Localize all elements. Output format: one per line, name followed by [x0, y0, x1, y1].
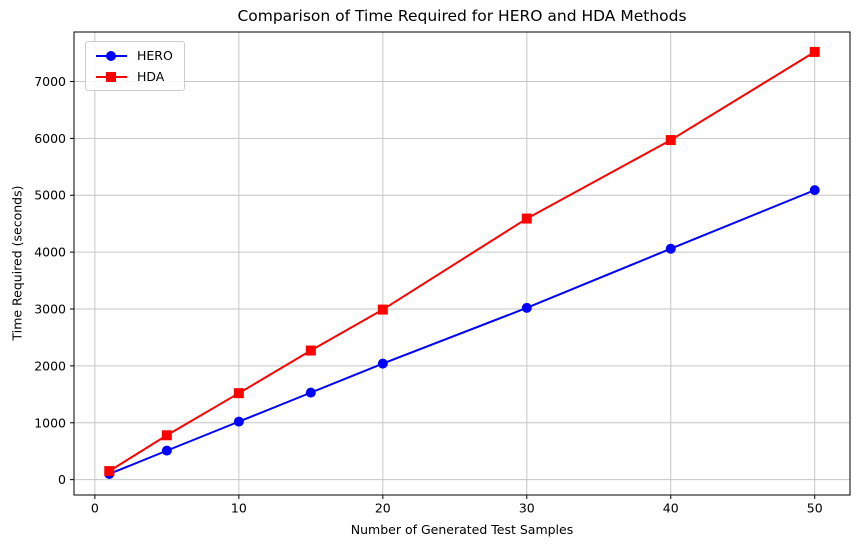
hero-marker [377, 358, 388, 369]
x-tick-label: 20 [375, 501, 391, 516]
chart-title: Comparison of Time Required for HERO and… [237, 7, 687, 25]
legend-item-hda: HDA [95, 68, 173, 85]
x-tick-label: 30 [519, 501, 535, 516]
legend-item-hero: HERO [95, 47, 173, 64]
hero-marker [161, 445, 172, 456]
hero-marker [809, 185, 820, 196]
y-tick-label: 3000 [34, 302, 66, 317]
legend-label-hero: HERO [137, 48, 173, 63]
hda-marker [665, 135, 676, 146]
y-tick-label: 7000 [34, 74, 66, 89]
x-tick-label: 50 [807, 501, 823, 516]
hero-marker [521, 302, 532, 313]
hda-marker [377, 304, 388, 315]
y-tick-label: 1000 [34, 415, 66, 430]
legend: HERO HDA [85, 41, 185, 91]
axes-spines [73, 31, 851, 496]
hero-marker [233, 416, 244, 427]
hda-marker [233, 388, 244, 399]
hero-marker [665, 243, 676, 254]
hero-series-line [108, 189, 816, 475]
x-tick-label: 40 [663, 501, 679, 516]
y-tick-label: 6000 [34, 131, 66, 146]
hda-marker [104, 466, 115, 477]
y-tick-label: 5000 [34, 188, 66, 203]
hero-marker [305, 387, 316, 398]
hero-line-circle-icon [96, 50, 127, 61]
hda-marker [521, 213, 532, 224]
y-tick-label: 4000 [34, 245, 66, 260]
y-tick-label: 2000 [34, 358, 66, 373]
hda-marker [809, 46, 820, 57]
hda-marker [305, 345, 316, 356]
legend-label-hda: HDA [137, 69, 165, 84]
x-tick-label: 10 [231, 501, 247, 516]
x-tick-label: 0 [91, 501, 99, 516]
x-axis-label: Number of Generated Test Samples [350, 522, 574, 537]
hda-series-line [108, 51, 816, 472]
y-tick-label: 0 [58, 472, 66, 487]
hda-marker [161, 430, 172, 441]
hda-line-square-icon [96, 71, 127, 82]
